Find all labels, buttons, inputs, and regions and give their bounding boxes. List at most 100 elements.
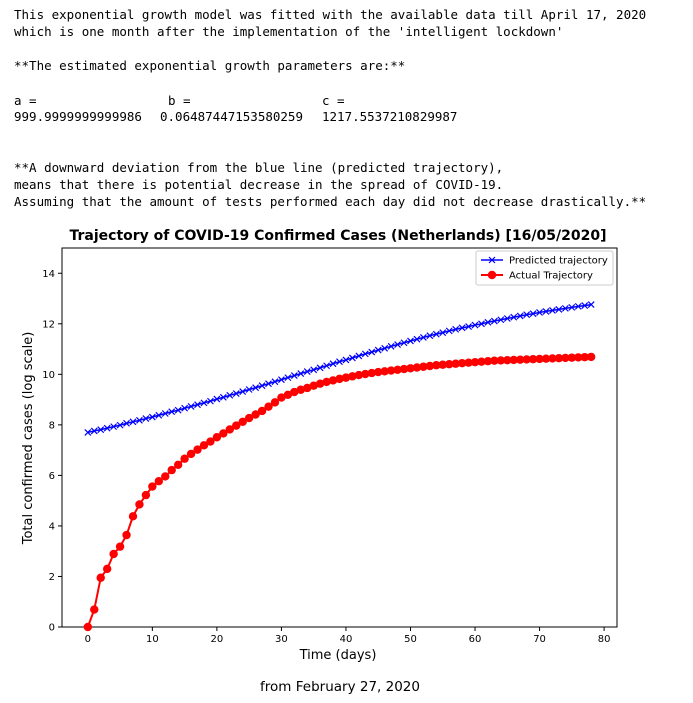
actual-trajectory-point xyxy=(135,500,144,509)
predicted-trajectory-point xyxy=(97,426,105,434)
actual-trajectory-point xyxy=(509,355,518,365)
actual-trajectory-point xyxy=(212,433,222,442)
predicted-trajectory-point xyxy=(394,341,402,348)
predicted-trajectory-point xyxy=(484,318,492,326)
predicted-trajectory-point xyxy=(336,358,343,366)
actual-trajectory-point xyxy=(109,549,118,559)
actual-trajectory-point xyxy=(406,364,415,373)
x-tick-label: 70 xyxy=(533,634,546,645)
actual-trajectory-point xyxy=(451,359,460,368)
actual-trajectory-point xyxy=(419,362,428,371)
predicted-trajectory-point xyxy=(155,411,163,419)
predicted-trajectory-point xyxy=(400,339,408,347)
chart-caption: from February 27, 2020 xyxy=(260,679,420,695)
predicted-trajectory-point xyxy=(407,337,414,345)
predicted-trajectory-point xyxy=(581,302,589,310)
actual-trajectory-point xyxy=(438,360,447,369)
actual-trajectory-point xyxy=(483,356,493,366)
actual-trajectory-point xyxy=(244,413,254,423)
actual-trajectory-point xyxy=(432,361,441,370)
predicted-trajectory-point xyxy=(103,424,111,432)
params-heading: **The estimated exponential growth param… xyxy=(14,58,406,73)
y-tick-label: 14 xyxy=(42,269,55,280)
actual-trajectory-point xyxy=(567,353,577,362)
legend-predicted-trajectory-label: Predicted trajectory xyxy=(509,256,608,267)
actual-trajectory-point xyxy=(251,410,260,419)
param-a-value: 999.9999999999986 xyxy=(14,109,142,124)
actual-trajectory-point xyxy=(374,367,383,377)
actual-trajectory-point xyxy=(548,354,557,363)
actual-trajectory-point xyxy=(457,359,467,368)
predicted-trajectory-point xyxy=(148,413,156,421)
predicted-trajectory-point xyxy=(200,399,208,407)
predicted-trajectory-point xyxy=(84,429,92,436)
actual-trajectory-point xyxy=(445,360,454,369)
actual-trajectory-point xyxy=(303,383,312,393)
predicted-trajectory-point xyxy=(297,370,305,377)
predicted-trajectory-point xyxy=(465,323,472,331)
x-tick-label: 20 xyxy=(211,634,224,645)
y-tick-label: 0 xyxy=(49,623,55,634)
actual-trajectory-point xyxy=(277,393,286,402)
actual-trajectory-point xyxy=(270,398,280,407)
predicted-trajectory-point xyxy=(265,380,272,388)
param-c-label: c = xyxy=(322,93,345,108)
predicted-trajectory-point xyxy=(413,335,421,343)
predicted-trajectory-point xyxy=(348,354,356,362)
predicted-trajectory-point xyxy=(271,378,279,386)
actual-trajectory-point xyxy=(315,379,325,388)
predicted-trajectory-point xyxy=(161,410,169,417)
predicted-trajectory-point xyxy=(136,416,143,424)
note-line-3: Assuming that the amount of tests perfor… xyxy=(14,194,647,209)
predicted-trajectory-point xyxy=(361,350,369,358)
predicted-trajectory-line xyxy=(87,303,592,434)
x-axis-label: Time (days) xyxy=(299,648,377,663)
y-tick-label: 12 xyxy=(42,319,55,330)
actual-trajectory-point xyxy=(219,429,228,438)
x-tick-label: 30 xyxy=(275,634,288,645)
y-axis-label: Total confirmed cases (log scale) xyxy=(21,332,36,546)
predicted-trajectory-point xyxy=(277,376,285,384)
actual-trajectory-point xyxy=(186,449,196,459)
x-tick-label: 40 xyxy=(340,634,353,645)
actual-trajectory-point xyxy=(180,454,189,463)
predicted-trajectory-point xyxy=(316,364,324,372)
predicted-trajectory-point xyxy=(587,301,595,309)
predicted-trajectory-point xyxy=(478,320,485,328)
actual-trajectory-point xyxy=(367,368,376,378)
actual-trajectory-point xyxy=(128,512,138,521)
actual-trajectory-point xyxy=(580,352,589,362)
actual-trajectory-point xyxy=(490,356,499,365)
actual-trajectory-point xyxy=(528,354,538,364)
predicted-trajectory-point xyxy=(194,401,201,409)
predicted-trajectory-point xyxy=(110,423,118,431)
predicted-trajectory-point xyxy=(490,317,498,325)
predicted-trajectory-point xyxy=(168,408,176,416)
y-tick-label: 6 xyxy=(49,471,55,482)
note-line-1: **A downward deviation from the blue lin… xyxy=(14,160,504,175)
actual-trajectory-point xyxy=(141,490,151,500)
actual-trajectory-point xyxy=(90,605,99,614)
actual-trajectory-point xyxy=(361,369,370,379)
actual-trajectory-point xyxy=(354,370,364,380)
predicted-trajectory-point xyxy=(290,372,298,380)
actual-trajectory-point xyxy=(96,573,105,582)
legend-actual-trajectory-marker xyxy=(487,270,497,280)
actual-trajectory-point xyxy=(503,355,512,365)
actual-trajectory-point xyxy=(83,622,93,632)
predicted-trajectory-point xyxy=(458,324,466,332)
actual-trajectory-point xyxy=(328,376,338,385)
predicted-trajectory-point xyxy=(510,313,518,321)
predicted-trajectory-point xyxy=(226,391,234,399)
param-a-label: a = xyxy=(14,93,37,108)
actual-trajectory-point xyxy=(470,358,480,367)
actual-trajectory-point xyxy=(380,367,389,376)
actual-trajectory-point xyxy=(464,358,473,367)
predicted-trajectory-point xyxy=(568,303,576,311)
y-tick-label: 4 xyxy=(49,521,55,532)
predicted-trajectory-point xyxy=(374,346,382,354)
actual-trajectory-point xyxy=(122,530,131,540)
predicted-trajectory-point xyxy=(387,342,395,350)
predicted-trajectory-point xyxy=(497,316,505,324)
